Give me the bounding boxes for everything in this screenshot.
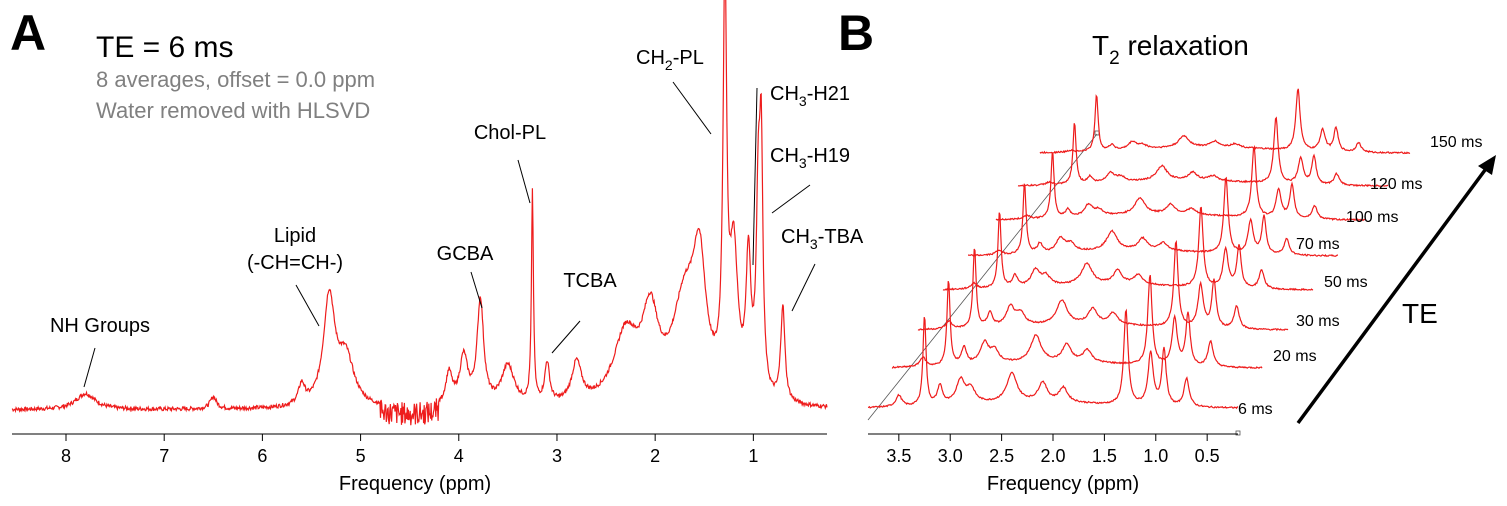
waterfall-trace (917, 239, 1289, 332)
x-tick-a-label: 6 (257, 446, 267, 466)
annotation-leader-line (771, 184, 811, 214)
panel-b-title-sub: 2 (1109, 48, 1120, 69)
x-tick-a-label: 3 (552, 446, 562, 466)
annotation-label: CH2-PL (636, 47, 704, 73)
x-axis-b-title: Frequency (ppm) (987, 473, 1139, 495)
te-label: 6 ms (1238, 401, 1273, 418)
waterfall-traces (867, 88, 1411, 410)
panel-b-title: T2 relaxation (1092, 30, 1249, 69)
panel-b-letter: B (838, 5, 874, 61)
annotation-leader-line (791, 263, 816, 312)
x-tick-a-label: 2 (650, 446, 660, 466)
spectrum-a-trace (11, 0, 828, 426)
annotation-label: GCBA (437, 243, 494, 265)
x-axis-a-ticks: 8 7 6 5 4 3 2 1 (61, 434, 758, 466)
annotation-leader-line (83, 347, 96, 388)
x-tick-b-label: 2.5 (989, 446, 1014, 466)
x-tick-b-label: 3.0 (938, 446, 963, 466)
x-axis-b-end-marker (1235, 430, 1241, 436)
x-tick-a-label: 8 (61, 446, 71, 466)
te-arrow-head (1478, 155, 1496, 175)
waterfall-guide-line (867, 133, 1098, 421)
waterfall-trace (968, 176, 1338, 258)
annotation-label: CH3-H19 (770, 145, 850, 171)
x-tick-b-label: 2.0 (1040, 446, 1065, 466)
x-axis-b-ticks: 3.5 3.0 2.5 2.0 1.5 1.0 0.5 (886, 434, 1220, 466)
waterfall-trace (867, 308, 1239, 410)
te-label: 30 ms (1296, 313, 1340, 330)
x-tick-a-label: 7 (159, 446, 169, 466)
x-tick-a-label: 1 (748, 446, 758, 466)
panel-a-annotations: NH Groups Lipid (-CH=CH-) GCBA Chol-PL TCBA CH… (50, 47, 864, 388)
annotation-label: CH3-TBA (781, 226, 864, 252)
panel-a-info-line1: 8 averages, offset = 0.0 ppm (96, 67, 375, 92)
x-axis-a-title: Frequency (ppm) (339, 473, 491, 495)
x-tick-a-label: 5 (356, 446, 366, 466)
x-tick-b-label: 1.5 (1092, 446, 1117, 466)
waterfall-trace (1017, 116, 1389, 187)
te-axis-label: TE (1402, 298, 1438, 329)
panel-b: B T2 relaxation 6 ms 20 ms 30 ms 50 ms 70 ms… (838, 5, 1496, 495)
panel-a-heading: TE = 6 ms (96, 31, 234, 64)
waterfall-trace (942, 206, 1314, 291)
annotation-leader-line (551, 320, 581, 354)
annotation-label: Chol-PL (474, 122, 546, 144)
annotation-label: TCBA (563, 270, 617, 292)
x-tick-a-label: 4 (454, 446, 464, 466)
te-label: 50 ms (1324, 274, 1368, 291)
annotation-leader-line (517, 159, 531, 204)
annotation-label: NH Groups (50, 315, 150, 337)
te-arrow-shaft (1296, 164, 1490, 425)
waterfall-trace (995, 144, 1367, 222)
panel-b-title-base: T (1092, 30, 1109, 61)
annotation-leader-line (470, 271, 483, 309)
x-tick-b-label: 1.0 (1143, 446, 1168, 466)
te-label: 20 ms (1273, 348, 1317, 365)
annotation-leader-line (672, 81, 712, 135)
te-label: 70 ms (1296, 236, 1340, 253)
annotation-leader-line (295, 284, 320, 327)
waterfall-trace (891, 274, 1263, 370)
panel-a: A TE = 6 ms 8 averages, offset = 0.0 ppm… (10, 0, 864, 495)
annotation-label: CH3-H21 (770, 83, 850, 109)
annotation-label: Lipid (-CH=CH-) (247, 225, 343, 274)
te-label: 100 ms (1346, 209, 1398, 226)
te-labels: 6 ms 20 ms 30 ms 50 ms 70 ms 100 ms 120 ms 150 … (1238, 134, 1482, 418)
x-tick-b-label: 3.5 (886, 446, 911, 466)
waterfall-trace (1039, 88, 1411, 155)
panel-b-title-rest: relaxation (1120, 30, 1249, 61)
panel-a-info-line2: Water removed with HLSVD (96, 98, 370, 123)
panel-a-letter: A (10, 5, 46, 61)
annotation-leader-line (752, 87, 758, 266)
te-label: 150 ms (1430, 134, 1482, 151)
te-label: 120 ms (1370, 176, 1422, 193)
x-tick-b-label: 0.5 (1195, 446, 1220, 466)
